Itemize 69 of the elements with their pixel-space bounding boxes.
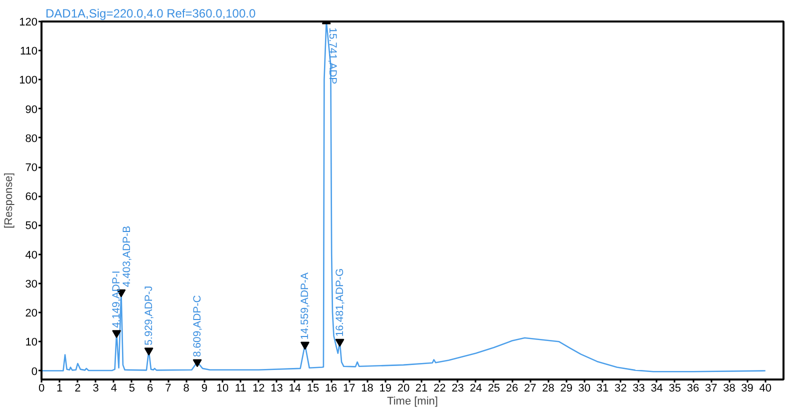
x-tick-label: 31 <box>596 382 609 394</box>
y-tick-label: 70 <box>25 162 38 174</box>
x-tick-label: 40 <box>759 382 772 394</box>
x-tick-label: 8 <box>183 382 190 394</box>
x-tick-label: 28 <box>542 382 554 394</box>
x-tick-label: 5 <box>128 382 136 394</box>
y-tick-label: 100 <box>19 74 38 87</box>
annotation: 14.559,ADP-A <box>298 272 311 340</box>
x-tick-label: 30 <box>578 382 591 394</box>
y-tick-label: 10 <box>25 336 38 349</box>
line-series <box>42 22 766 372</box>
x-tick-label: 25 <box>488 382 500 394</box>
y-tick-label: 80 <box>25 132 38 145</box>
x-tick-label: 9 <box>201 382 208 394</box>
x-tick-label: 35 <box>668 382 682 394</box>
point <box>300 342 310 350</box>
y-axis-title: [Response] <box>3 172 16 228</box>
annotation: 8.609,ADP-C <box>191 294 204 358</box>
x-tick-label: 24 <box>470 382 482 394</box>
x-tick-label: 13 <box>270 382 283 394</box>
annotation: 4.149,ADP-I <box>110 270 123 328</box>
y-tick-label: 40 <box>25 249 38 262</box>
annotation: 15.741,ADP <box>326 28 338 84</box>
x-tick-label: 11 <box>234 382 246 394</box>
x-tick-label: 36 <box>686 382 700 394</box>
x-tick-label: 17 <box>343 382 356 394</box>
y-tick-label: 0 <box>31 366 38 378</box>
chart-title: DAD1A,Sig=220.0,4.0 Ref=360.0,100.0 <box>46 6 256 20</box>
x-tick-label: 33 <box>632 382 645 394</box>
y-tick-label: 90 <box>25 104 38 116</box>
x-axis-title: Time [min] <box>387 396 438 408</box>
x-tick-label: 37 <box>704 382 718 394</box>
x-tick-label: 26 <box>506 382 518 394</box>
x-tick-label: 22 <box>434 382 446 394</box>
x-tick-label: 20 <box>397 382 410 394</box>
x-tick-label: 1 <box>56 382 63 394</box>
y-tick-label: 120 <box>19 16 38 28</box>
x-tick-label: 38 <box>723 382 736 394</box>
x-tick-label: 21 <box>415 382 428 394</box>
x-tick-label: 4 <box>110 382 117 394</box>
x-tick-label: 19 <box>379 382 392 394</box>
annotation: 5.929,ADP-J <box>142 286 155 346</box>
x-tick-label: 6 <box>147 382 154 394</box>
x-tick-label: 10 <box>216 382 229 394</box>
x-tick-label: 23 <box>452 382 464 394</box>
x-tick-label: 12 <box>252 382 265 394</box>
y-tick-label: 50 <box>25 220 38 232</box>
point <box>335 338 344 347</box>
annotation: 16.481,ADP-G <box>334 268 346 337</box>
point <box>192 359 202 368</box>
x-tick-label: 7 <box>165 382 172 394</box>
x-tick-label: 34 <box>650 382 663 394</box>
y-tick-label: 60 <box>25 191 38 204</box>
y-tick-label: 110 <box>20 46 38 58</box>
x-tick-label: 18 <box>361 382 374 394</box>
x-tick-label: 15 <box>306 382 320 394</box>
x-tick-label: 3 <box>92 382 99 394</box>
y-tick-label: 20 <box>25 308 38 320</box>
x-tick-label: 16 <box>324 382 338 394</box>
point <box>112 330 122 338</box>
annotation: 4.403,ADP-B <box>121 226 134 288</box>
point <box>144 348 154 356</box>
x-tick-label: 39 <box>741 382 754 394</box>
x-tick-label: 29 <box>560 382 572 394</box>
x-tick-label: 27 <box>524 382 536 394</box>
x-tick-label: 32 <box>614 382 627 394</box>
y-tick-label: 30 <box>25 278 38 290</box>
x-tick-label: 14 <box>288 382 301 394</box>
x-tick-label: 2 <box>74 382 81 394</box>
